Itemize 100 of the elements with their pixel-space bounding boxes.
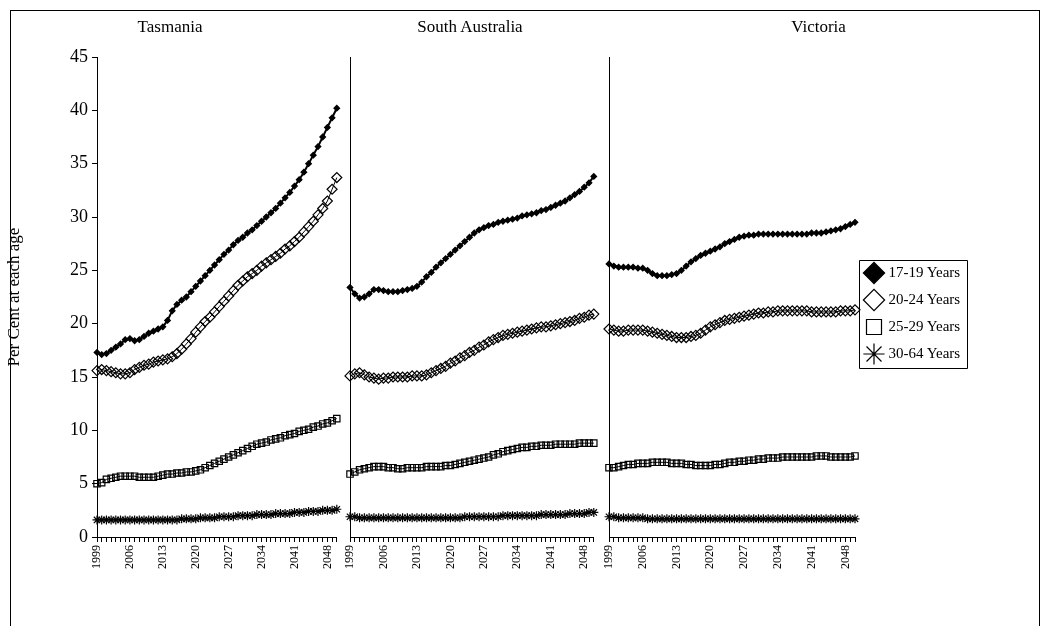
point [143,358,155,370]
point [97,478,106,487]
x-tick-label: 2020 [442,545,457,569]
point [114,368,127,380]
point [571,191,579,198]
point [121,336,129,344]
point [846,453,854,461]
point [851,218,859,226]
point [430,365,442,377]
point [403,463,412,472]
point [706,247,714,255]
point [759,455,768,463]
point [738,310,750,322]
x-tick-label: 2041 [286,545,301,569]
point [726,238,733,245]
x-tick-label: 1999 [342,545,357,569]
point [223,290,235,302]
point [832,226,840,234]
x-tick-label: 2048 [837,545,852,569]
point [149,473,158,482]
point [569,314,581,327]
point [805,306,818,318]
point [96,363,108,376]
point [257,439,266,447]
legend-label: 25-29 Years [888,317,961,334]
point [837,225,844,233]
point [549,319,562,331]
point [728,312,741,324]
y-tick-label: 20 [70,312,88,333]
point [196,466,205,474]
point [456,459,464,468]
point [579,508,590,519]
point [398,464,407,473]
point [508,445,517,454]
point [427,462,436,471]
point [545,320,557,332]
point [629,460,637,469]
point [293,231,305,243]
point [730,458,739,467]
point [716,460,724,469]
point [613,325,625,337]
point [731,236,738,243]
point [314,422,322,430]
point [176,513,187,524]
point [781,305,794,317]
point [533,209,540,217]
point [225,246,233,254]
point [772,305,784,317]
point [653,272,661,280]
y-tick-label: 30 [70,205,88,226]
point [144,473,153,482]
point [752,307,765,319]
point [227,285,239,297]
point [394,288,402,296]
point [251,264,263,276]
point [841,223,849,230]
x-tick-label: 2006 [634,545,649,569]
point [813,229,820,237]
point [483,336,495,348]
point [711,460,719,469]
point [764,454,772,462]
point [164,317,171,324]
point [629,263,637,271]
point [238,446,247,455]
point [449,355,461,367]
point [328,114,336,122]
point [437,259,445,267]
point [326,183,338,195]
point [145,329,153,337]
point [627,324,639,336]
point [815,306,827,318]
point [303,506,314,517]
point [229,451,238,459]
point [187,288,195,296]
point [201,463,209,472]
point [560,509,571,520]
point [619,461,628,470]
x-tick-label: 2027 [220,545,235,569]
point [420,369,433,381]
point [836,453,845,461]
point [374,462,383,471]
point [446,461,455,470]
point [588,308,600,320]
point [831,453,840,461]
point [475,455,483,463]
point [658,272,666,280]
point [93,349,101,356]
x-tick-label: 2006 [122,545,137,569]
point [663,272,671,280]
point [460,458,469,467]
point [244,229,251,237]
y-tick-label: 0 [79,525,88,546]
point [817,452,826,460]
point [220,455,228,463]
point [116,472,125,480]
point [672,459,681,468]
point [241,271,254,283]
point [375,286,383,293]
chart-title: South Australia [417,16,524,36]
x-tick-label: 2048 [319,545,334,569]
